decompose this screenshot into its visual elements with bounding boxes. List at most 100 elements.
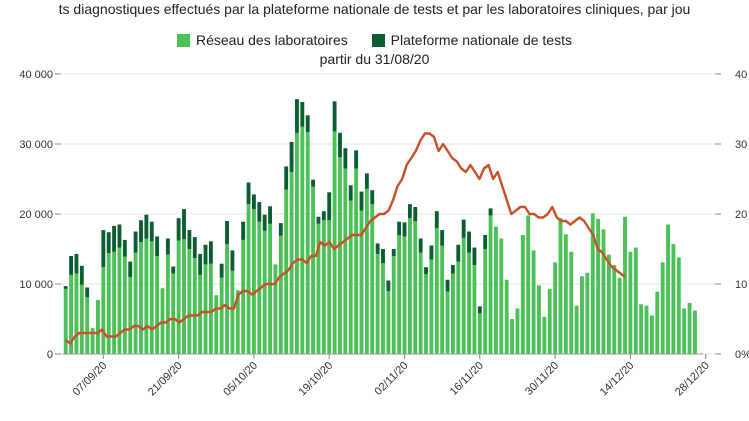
bar-labs [456, 261, 461, 354]
bar-labs [160, 288, 165, 354]
y-right-tick-label: 40 [735, 69, 747, 81]
bar-labs [558, 218, 563, 354]
bar-labs [666, 224, 670, 354]
bar-labs [617, 277, 622, 354]
bar-platform [381, 249, 385, 263]
bar-labs [440, 245, 445, 354]
bar-labs [407, 218, 412, 354]
bar-labs [660, 262, 665, 354]
bar-platform [359, 191, 364, 211]
bar-platform [149, 221, 154, 242]
bar-platform [434, 211, 439, 228]
bar-labs [397, 235, 402, 354]
bar-labs [343, 168, 348, 354]
bar-labs [510, 319, 515, 354]
y-right-tick-label: 0% [735, 349, 749, 361]
bar-platform [483, 235, 488, 249]
bar-platform [354, 150, 359, 169]
bar-platform [348, 185, 353, 201]
legend-label-platform: Plateforme nationale de tests [390, 32, 572, 48]
bar-labs [692, 310, 697, 354]
bar-platform [128, 261, 133, 277]
bar-platform [268, 206, 272, 224]
bar-labs [364, 188, 369, 354]
bar-platform [208, 241, 213, 264]
bar-platform [251, 194, 256, 210]
bar-labs [623, 216, 627, 354]
x-tick-label: 05/10/20 [221, 360, 260, 399]
bar-labs [278, 235, 283, 354]
bar-labs [149, 241, 154, 354]
bar-labs [316, 223, 321, 354]
chart-title-line-2: partir du 31/08/20 [319, 51, 430, 67]
bar-platform [74, 253, 79, 274]
bar-platform [176, 218, 181, 241]
bar-labs [85, 297, 90, 354]
bar-platform [133, 231, 138, 253]
bar-labs [499, 238, 504, 354]
bar-labs [391, 256, 396, 354]
bar-platform [397, 221, 402, 235]
bar-labs [192, 258, 197, 354]
bar-labs [526, 215, 531, 354]
bar-labs [262, 230, 267, 354]
y-left-tick-label: 30 000 [19, 139, 53, 151]
bar-labs [289, 172, 294, 354]
bar-labs [305, 132, 310, 354]
bar-labs [359, 210, 364, 354]
bar-platform [230, 250, 235, 271]
bar-labs [569, 251, 574, 354]
bar-labs [208, 263, 213, 354]
bar-platform [182, 209, 186, 240]
bar-labs [402, 236, 407, 354]
bar-labs [639, 304, 644, 354]
bar-labs [386, 291, 391, 354]
x-tick-label: 02/11/20 [372, 360, 410, 398]
bar-labs [434, 228, 439, 354]
y-left-tick-label: 10 000 [19, 279, 53, 291]
bar-platform [112, 225, 117, 252]
bar-platform [386, 280, 391, 291]
bar-labs [531, 250, 536, 354]
bar-labs [273, 264, 278, 354]
bar-labs [251, 209, 256, 354]
bar-labs [63, 288, 68, 354]
bar-platform [85, 287, 90, 298]
bar-platform [338, 132, 342, 158]
bar-labs [633, 247, 638, 354]
bar-platform [300, 102, 305, 127]
bar-labs [483, 249, 488, 354]
bar-labs [682, 308, 687, 354]
bar-labs [321, 220, 326, 354]
bar-platform [407, 204, 412, 219]
bar-labs [370, 204, 375, 354]
bar-platform [327, 192, 332, 221]
bar-platform [122, 239, 127, 257]
bar-labs [612, 265, 617, 354]
bar-platform [262, 214, 267, 231]
bar-labs [182, 239, 186, 354]
bar-labs [461, 237, 466, 354]
bar-labs [69, 274, 74, 354]
bar-labs [225, 244, 229, 354]
x-tick-label: 21/09/20 [146, 360, 185, 399]
bar-labs [117, 247, 122, 354]
bar-labs [327, 220, 332, 354]
bar-platform [69, 256, 74, 275]
bar-labs [424, 274, 428, 354]
bar-labs [133, 252, 138, 354]
bar-labs [472, 265, 477, 354]
legend-item-platform: Plateforme nationale de tests [371, 32, 572, 49]
bar-labs [601, 229, 606, 354]
bar-platform [289, 141, 294, 172]
x-tick-label: 28/12/20 [673, 360, 712, 399]
y-left-tick-label: 0 [47, 349, 53, 361]
bar-platform [375, 243, 380, 254]
bar-labs [574, 305, 579, 354]
bar-platform [472, 247, 477, 266]
bar-platform [429, 245, 434, 260]
bar-labs [338, 157, 342, 354]
bar-labs [332, 131, 337, 354]
bar-labs [112, 251, 117, 354]
bar-platform [171, 266, 176, 274]
